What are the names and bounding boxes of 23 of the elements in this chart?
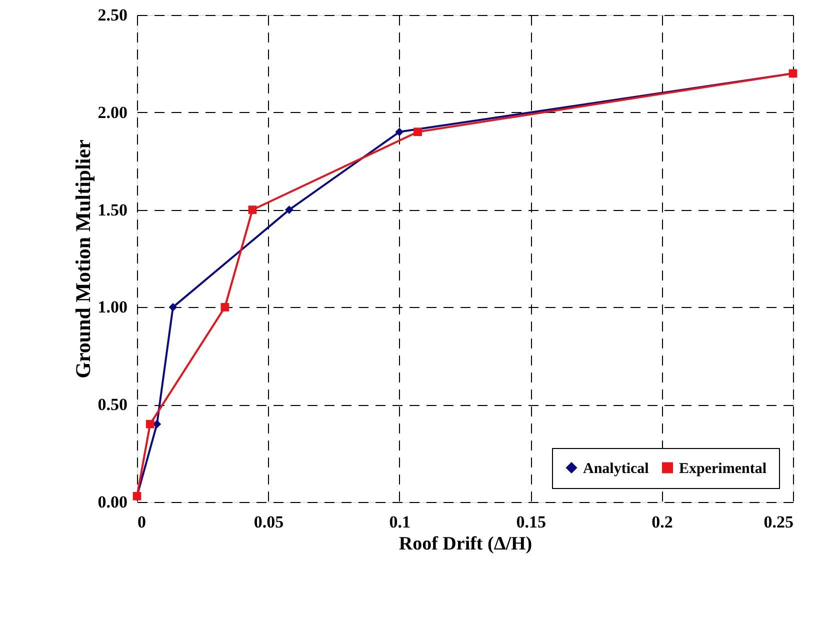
x-axis-title: Roof Drift (Δ/H) (398, 534, 532, 554)
x-tick-label: 0.15 (516, 512, 546, 532)
point (220, 303, 230, 312)
point (248, 206, 257, 214)
point (146, 420, 154, 428)
legend-label: Experimental (679, 460, 766, 477)
y-tick-label: 2.00 (98, 102, 128, 122)
y-tick-label: 2.50 (98, 6, 128, 24)
x-tick-label: 0.25 (764, 512, 794, 532)
x-tick-label: 0.2 (652, 512, 673, 532)
y-axis-title: Ground Motion Multiplier (70, 140, 95, 378)
point (168, 303, 178, 312)
x-tick-label: 0.05 (254, 512, 284, 532)
point (285, 206, 294, 214)
point (395, 128, 404, 136)
y-tick-label: 1.50 (98, 200, 128, 220)
y-tick-label: 1.00 (98, 298, 128, 317)
x-tick-label: 0 (138, 512, 146, 532)
legend-label: Analytical (583, 460, 649, 477)
x-tick-label: 0.1 (389, 512, 411, 532)
y-tick-label: 0.50 (98, 395, 128, 414)
point (414, 128, 422, 136)
y-tick-label: 0.00 (98, 492, 128, 512)
